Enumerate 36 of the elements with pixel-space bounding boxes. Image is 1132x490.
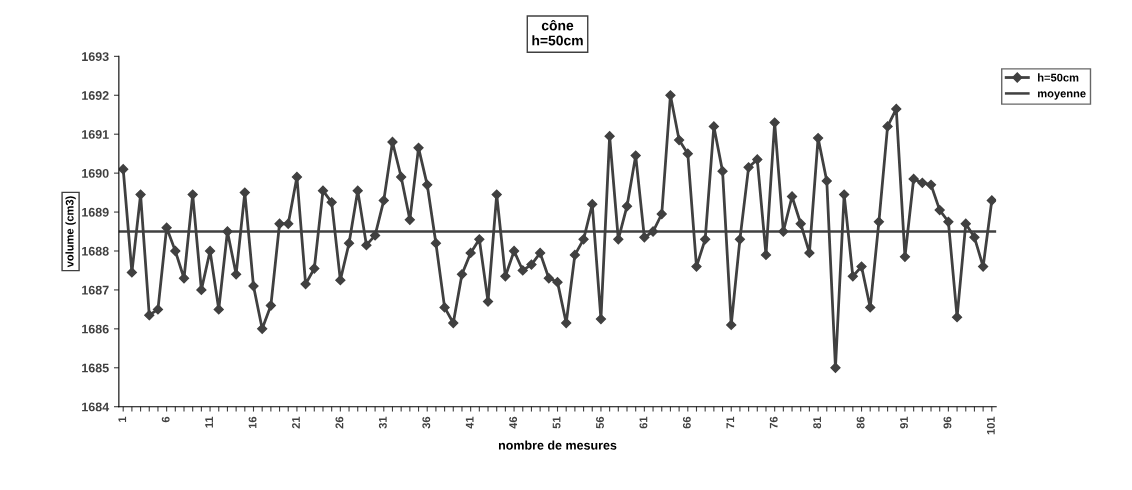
y-tick-label: 1693	[82, 52, 109, 62]
x-tick-label: 6	[161, 416, 170, 423]
x-tick-label: 31	[378, 416, 387, 429]
x-tick-label: 46	[509, 416, 518, 429]
x-tick-label: 11	[205, 416, 213, 428]
x-tick-label: 56	[596, 416, 604, 429]
x-tick-label: 21	[292, 416, 300, 429]
x-tick-label: 16	[248, 416, 257, 429]
y-tick-label: 1690	[82, 168, 109, 178]
x-tick-label: 61	[639, 416, 648, 429]
x-tick-label: 86	[856, 416, 865, 429]
x-tick-label: 26	[335, 416, 344, 429]
legend-label: h=50cm	[1038, 73, 1079, 82]
x-tick-label: 41	[465, 416, 474, 429]
y-tick-label: 1685	[82, 363, 109, 373]
x-tick-label: 66	[682, 416, 691, 429]
x-tick-label: 76	[769, 416, 778, 429]
x-tick-label: 91	[900, 416, 908, 429]
x-tick-label: 101	[986, 416, 995, 435]
y-tick-label: 1684	[82, 402, 110, 412]
y-tick-label: 1691	[82, 130, 109, 139]
y-tick-label: 1688	[82, 246, 109, 256]
chart-title: cône h=50cm	[532, 19, 583, 46]
x-tick-label: 51	[552, 416, 561, 429]
x-tick-label: 71	[726, 416, 735, 429]
x-tick-label: 1	[118, 416, 127, 422]
x-axis-title: nombre de mesures	[498, 440, 617, 450]
x-tick-label: 81	[813, 416, 822, 429]
y-tick-label: 1689	[82, 207, 109, 217]
x-tick-label: 36	[422, 416, 431, 429]
x-tick-label: 96	[943, 416, 952, 429]
y-axis-title: volume (cm3)	[65, 196, 76, 268]
legend-label: moyenne	[1038, 91, 1086, 100]
y-tick-label: 1686	[82, 324, 109, 334]
y-tick-label: 1692	[82, 91, 109, 100]
y-tick-label: 1687	[82, 285, 109, 295]
